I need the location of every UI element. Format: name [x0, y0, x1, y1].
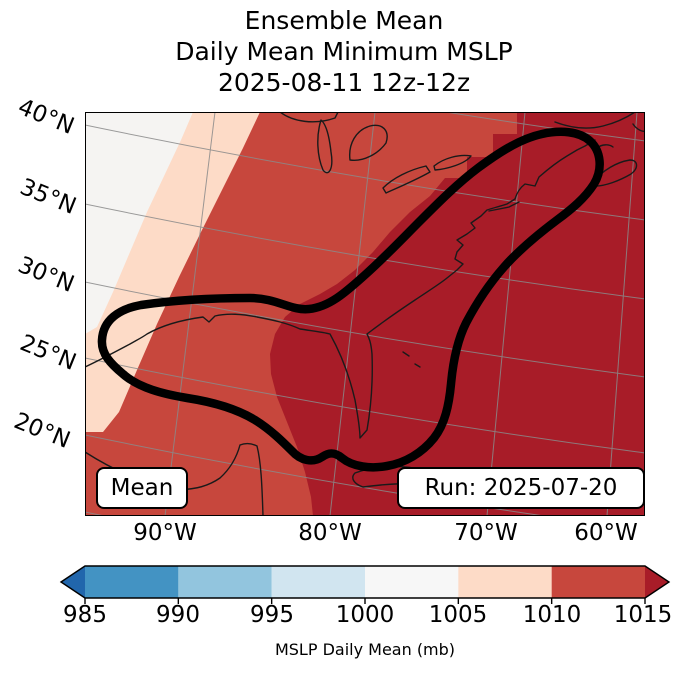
coastline-gulf-eastcoast: [85, 139, 596, 439]
parallel-30n: [85, 281, 645, 378]
cb-tick-985: 985: [63, 602, 107, 628]
cb-tick-990: 990: [156, 602, 200, 628]
cb-tick-995: 995: [250, 602, 294, 628]
parallel-20n: [85, 434, 548, 516]
coastline-lake-michigan: [317, 119, 333, 174]
coastline-lake-erie: [382, 165, 431, 194]
parallel-35n: [85, 203, 645, 300]
colorbar-seg-1000-1005: [365, 566, 459, 598]
colorbar-over-arrow: [645, 566, 669, 598]
figure-title: Ensemble Mean Daily Mean Minimum MSLP 20…: [0, 5, 688, 98]
threshold-contour: [97, 127, 604, 472]
coastline-st-lawrence: [554, 112, 636, 129]
run-badge: Run: 2025-07-20: [397, 467, 645, 509]
colorbar: [59, 565, 671, 604]
run-badge-label: Run: 2025-07-20: [424, 475, 618, 501]
mslp-fill-band-white: [85, 112, 193, 334]
y-tick-35n: 35°N: [16, 174, 80, 220]
coastline-lake-huron: [349, 124, 388, 161]
y-tick-25n: 25°N: [16, 330, 80, 376]
colorbar-seg-985-990: [85, 566, 179, 598]
coastline-lake-ontario: [433, 154, 472, 171]
cb-tick-1000: 1000: [335, 602, 395, 628]
cb-tick-1010: 1010: [522, 602, 582, 628]
map-frame: [85, 112, 645, 516]
title-line-1: Ensemble Mean: [244, 6, 444, 35]
colorbar-seg-1010-1015: [551, 566, 646, 598]
y-tick-40n: 40°N: [14, 94, 78, 140]
x-tick-60w: 60°W: [574, 520, 638, 546]
colorbar-seg-990-995: [178, 566, 272, 598]
mslp-map: [85, 112, 645, 516]
parallel-25n: [85, 357, 645, 454]
meridian-80w: [329, 112, 376, 516]
colorbar-seg-995-1000: [271, 566, 366, 598]
meridian-70w: [486, 112, 526, 516]
colorbar-label: MSLP Daily Mean (mb): [274, 640, 456, 659]
meridian-60w: [606, 112, 638, 516]
title-line-3: 2025-08-11 12z-12z: [217, 68, 471, 97]
coastline-lake-superior: [279, 112, 339, 123]
cb-tick-1005: 1005: [428, 602, 488, 628]
coastline-bahamas: [402, 351, 421, 368]
graticule: [85, 112, 645, 516]
mean-badge: Mean: [96, 467, 188, 509]
y-tick-20n: 20°N: [10, 408, 74, 454]
colorbar-under-arrow: [61, 566, 85, 598]
mean-badge-label: Mean: [110, 475, 174, 501]
meridian-90w: [164, 112, 216, 516]
coastline-long-island: [488, 201, 520, 212]
cb-tick-1015: 1015: [613, 602, 673, 628]
coastline-nova-scotia: [592, 159, 638, 187]
x-tick-80w: 80°W: [298, 520, 362, 546]
title-line-2: Daily Mean Minimum MSLP: [175, 37, 513, 66]
mslp-fill-high: [270, 112, 645, 516]
colorbar-tickmarks: [84, 598, 646, 604]
x-tick-90w: 90°W: [133, 520, 197, 546]
y-tick-30n: 30°N: [14, 252, 78, 298]
colorbar-seg-1005-1010: [458, 566, 552, 598]
x-tick-70w: 70°W: [454, 520, 518, 546]
